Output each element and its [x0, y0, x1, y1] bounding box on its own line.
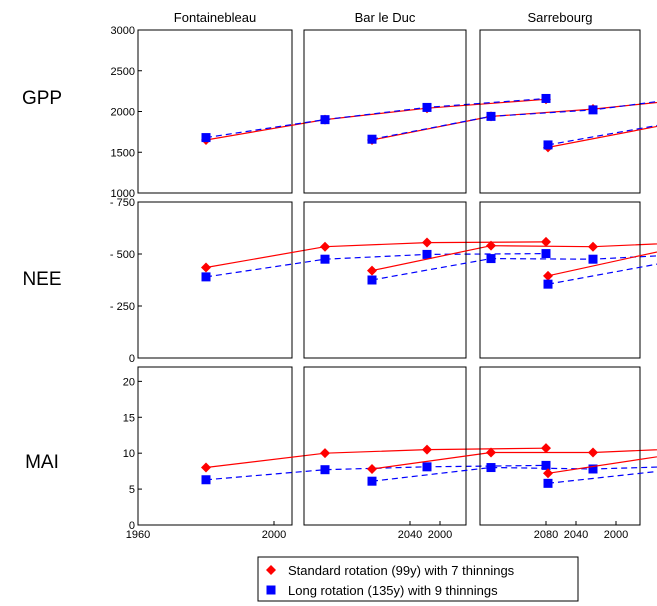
series-line-standard-r1-c1: [371, 243, 657, 272]
ytick-label-r2-4: 20: [123, 376, 135, 388]
point-long-r0-c0-0: [201, 133, 211, 143]
point-long-r2-c1-0: [367, 476, 377, 486]
ytick-label-r1-1: - 250: [110, 301, 135, 313]
point-long-r2-c0-1: [320, 465, 330, 475]
point-long-r1-c0-1: [320, 254, 330, 264]
ytick-label-r0-3: 2500: [111, 66, 135, 78]
point-standard-r1-c1-0: [367, 265, 377, 276]
panel-frame-r1-c1: [303, 201, 467, 359]
xtick-label-c0-0: 1960: [126, 529, 150, 541]
point-standard-r2-c1-1: [486, 447, 496, 458]
panel-frame-r2-c2: [479, 366, 641, 526]
panel-frame-r1-c2: [479, 201, 641, 359]
point-long-r0-c0-1: [320, 115, 330, 125]
row-label-mai: MAI: [25, 452, 59, 473]
panel-frame-r2-c1: [303, 366, 467, 526]
ytick-label-r1-2: - 500: [110, 249, 135, 261]
point-long-r1-c2-0: [543, 279, 553, 289]
series-line-long-r1-c0: [205, 253, 547, 278]
series-line-long-r2-c1: [371, 466, 657, 482]
point-long-r0-c1-2: [588, 105, 598, 115]
panel-frame-r2-c0: [137, 366, 293, 526]
series-line-long-r0-c1: [371, 100, 657, 140]
series-line-standard-r2-c0: [205, 447, 547, 469]
series-line-long-r0-c2: [547, 124, 657, 146]
point-long-r0-c2-0: [543, 140, 553, 150]
ytick-label-r0-2: 2000: [111, 107, 135, 119]
point-long-r1-c1-2: [588, 254, 598, 264]
panel-frame-r0-c2: [479, 29, 641, 194]
point-long-r0-c0-2: [422, 102, 432, 112]
point-standard-r1-c1-1: [486, 240, 496, 251]
column-title-1: Bar le Duc: [355, 10, 416, 25]
point-long-r1-c0-3: [541, 249, 551, 259]
point-standard-r1-c2-0: [543, 270, 553, 281]
point-standard-r2-c0-2: [422, 444, 432, 455]
row-label-gpp: GPP: [22, 88, 62, 109]
point-long-r1-c0-2: [422, 249, 432, 259]
ytick-label-r1-0: 0: [129, 353, 135, 365]
legend-marker-0: [266, 565, 276, 575]
series-line-standard-r0-c1: [371, 101, 657, 141]
ytick-label-r0-4: 3000: [111, 25, 135, 37]
series-line-standard-r1-c0: [205, 241, 547, 269]
xtick-label-c2-0: 2000: [604, 529, 628, 541]
legend-box: [257, 556, 579, 602]
xtick-label-c0-3: 2080: [534, 529, 558, 541]
panel-frame-r0-c1: [303, 29, 467, 194]
panel-frame-r1-c0: [137, 201, 293, 359]
point-standard-r2-c0-3: [541, 443, 551, 454]
point-long-r2-c1-2: [588, 464, 598, 474]
point-standard-r1-c0-0: [201, 262, 211, 273]
ytick-label-r2-0: 0: [129, 520, 135, 532]
point-long-r1-c0-0: [201, 272, 211, 282]
point-standard-r2-c0-0: [201, 462, 211, 473]
series-line-standard-r0-c2: [547, 125, 657, 148]
point-long-r0-c0-3: [541, 93, 551, 103]
series-line-long-r1-c2: [547, 263, 657, 285]
point-long-r1-c1-0: [367, 275, 377, 285]
panel-frame-r0-c0: [137, 29, 293, 194]
ytick-label-r0-0: 1000: [111, 188, 135, 200]
ytick-label-r1-3: - 750: [110, 197, 135, 209]
point-standard-r1-c0-1: [320, 241, 330, 252]
row-label-nee: NEE: [22, 269, 61, 290]
series-line-standard-r2-c1: [371, 449, 657, 470]
ytick-label-r2-1: 5: [129, 484, 135, 496]
point-long-r2-c0-3: [541, 460, 551, 470]
xtick-label-c0-1: 2000: [262, 529, 286, 541]
point-long-r0-c1-0: [367, 134, 377, 144]
series-line-long-r0-c0: [205, 97, 547, 139]
column-title-2: Sarrebourg: [527, 10, 592, 25]
point-standard-r1-c0-3: [541, 236, 551, 247]
point-long-r2-c2-0: [543, 478, 553, 488]
series-line-standard-r2-c2: [547, 456, 657, 474]
series-line-standard-r1-c2: [547, 251, 657, 277]
xtick-label-c0-2: 2040: [398, 529, 422, 541]
legend-label-0: Standard rotation (99y) with 7 thinnings: [288, 563, 515, 578]
point-standard-r1-c0-2: [422, 237, 432, 248]
point-standard-r2-c2-0: [543, 468, 553, 479]
series-line-long-r1-c1: [371, 255, 657, 281]
ytick-label-r2-2: 10: [123, 448, 135, 460]
point-standard-r2-c1-0: [367, 463, 377, 474]
legend-marker-1: [266, 585, 276, 595]
point-standard-r2-c1-2: [588, 447, 598, 458]
point-long-r1-c1-1: [486, 254, 496, 264]
xtick-label-c1-1: 2040: [564, 529, 588, 541]
legend-label-1: Long rotation (135y) with 9 thinnings: [288, 583, 498, 598]
ytick-label-r0-1: 1500: [111, 147, 135, 159]
point-long-r2-c1-1: [486, 463, 496, 473]
point-long-r2-c0-0: [201, 475, 211, 485]
ytick-label-r2-3: 15: [123, 412, 135, 424]
xtick-label-c1-0: 2000: [428, 529, 452, 541]
column-title-0: Fontainebleau: [174, 10, 256, 25]
point-standard-r2-c0-1: [320, 448, 330, 459]
point-long-r0-c1-1: [486, 111, 496, 121]
point-long-r2-c0-2: [422, 462, 432, 472]
point-standard-r1-c1-2: [588, 241, 598, 252]
